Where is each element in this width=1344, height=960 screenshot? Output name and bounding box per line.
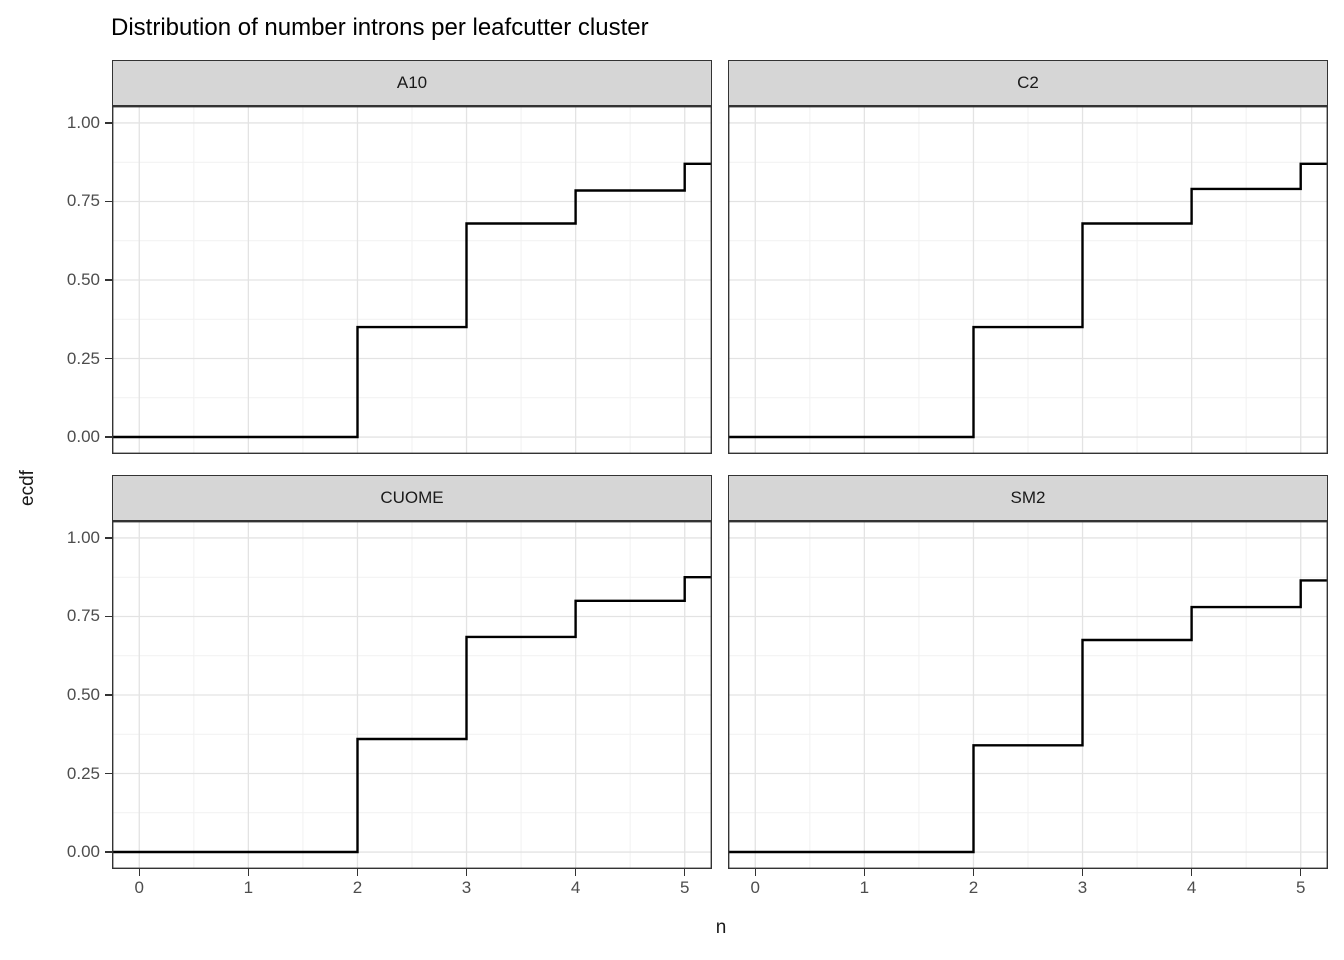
ecdf-plot-cuome [112,521,712,869]
y-tick-label: 0.00 [66,427,100,447]
x-axis-tick [356,869,359,876]
facet-strip-cuome: CUOME [112,475,712,521]
y-axis-tick [105,694,112,696]
x-axis-tick [465,869,468,876]
ecdf-step-line [112,162,712,439]
x-axis-tick [1299,869,1302,876]
x-axis-tick [1190,869,1193,876]
x-tick-label: 5 [1295,878,1306,897]
y-tick-label: 1.00 [66,527,100,547]
y-axis-tick [105,436,112,438]
x-axis-title: n [715,917,727,938]
y-axis-tick [105,200,112,203]
x-axis-tick [1081,869,1084,876]
x-axis-tick [574,869,577,876]
facet-panel-sm2 [728,521,1328,869]
y-tick-label: 1.00 [66,112,100,132]
panel-border [112,521,712,869]
y-axis-tick [105,279,112,281]
ecdf-plot-c2 [728,106,1328,454]
y-axis-tick [105,537,112,539]
x-tick-label: 0 [750,878,760,897]
facet-strip-sm2: SM2 [728,475,1328,521]
x-tick-label: 1 [859,878,870,897]
ecdf-plot-sm2 [728,521,1328,869]
y-tick-label: 0.00 [66,842,100,862]
panel-border [728,521,1328,869]
facet-strip-c2: C2 [728,60,1328,106]
y-axis-title: ecdf [17,470,38,506]
x-tick-label: 2 [968,878,979,897]
x-axis-tick [863,869,866,876]
x-tick-label: 2 [352,878,363,897]
facet-strip-label: C2 [1017,73,1039,92]
x-tick-label: 4 [570,878,581,897]
y-tick-label: 0.75 [66,191,100,211]
x-tick-label: 4 [1186,878,1197,897]
ecdf-step-line [728,579,1328,854]
y-axis-tick [105,772,112,775]
x-axis-tick [138,869,141,876]
y-tick-label: 0.25 [66,763,100,783]
x-tick-label: 1 [243,878,254,897]
chart-title: Distribution of number introns per leafc… [111,14,649,41]
facet-strip-label: A10 [396,73,428,92]
facet-panel-c2 [728,106,1328,454]
panel-border [112,106,712,454]
y-axis-tick [105,615,112,618]
y-tick-label: 0.50 [66,685,100,704]
x-tick-label: 3 [461,878,472,897]
x-axis-tick [972,869,975,876]
panel-border [728,106,1328,454]
x-axis-tick [754,869,757,876]
y-axis-tick [105,851,112,853]
ecdf-step-line [112,576,712,854]
x-axis-tick [683,869,686,876]
x-tick-label: 5 [679,878,690,897]
y-axis-tick [105,122,112,124]
ecdf-plot-a10 [112,106,712,454]
y-tick-label: 0.25 [66,348,100,368]
ecdf-step-line [728,162,1328,439]
y-axis-tick [105,357,112,360]
x-axis-tick [247,869,250,876]
x-tick-label: 3 [1077,878,1088,897]
facet-panel-a10 [112,106,712,454]
facet-panel-cuome [112,521,712,869]
facet-strip-label: SM2 [1010,488,1046,507]
x-tick-label: 0 [134,878,144,897]
y-tick-label: 0.75 [66,606,100,626]
facet-strip-a10: A10 [112,60,712,106]
facet-strip-label: CUOME [380,488,444,507]
y-tick-label: 0.50 [66,270,100,289]
